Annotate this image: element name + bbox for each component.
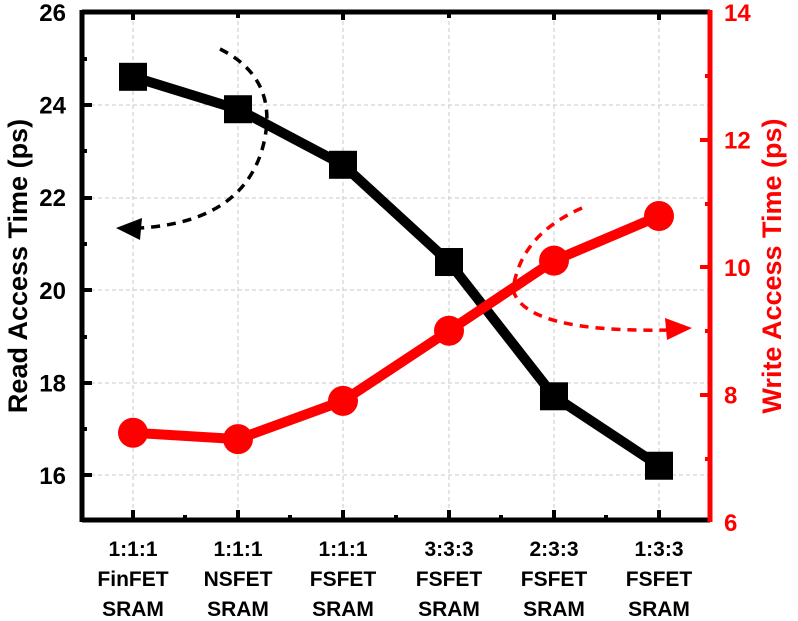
category-label: SRAM — [207, 598, 269, 621]
category-label: 1:1:1 — [318, 538, 367, 561]
write-data-point — [328, 385, 358, 416]
category-label: SRAM — [628, 598, 690, 621]
write-data-point — [118, 417, 148, 448]
left-tick-label: 18 — [39, 370, 66, 397]
right-tick-label: 8 — [724, 383, 737, 410]
write-series — [118, 201, 674, 455]
category-label: FinFET — [97, 568, 168, 591]
bottom-axis-ticks — [131, 12, 661, 520]
category-label: SRAM — [312, 598, 374, 621]
left-tick-label: 20 — [39, 278, 66, 305]
right-axis-ticks — [700, 74, 710, 461]
read-series — [119, 62, 673, 480]
write-data-point — [539, 245, 569, 276]
read-data-point — [540, 382, 568, 411]
right-tick-label: 10 — [724, 255, 751, 282]
read-data-point — [119, 62, 147, 91]
right-tick-label: 12 — [724, 128, 751, 155]
left-tick-label: 24 — [39, 93, 66, 120]
category-label: 1:1:1 — [213, 538, 262, 561]
category-label: NSFET — [204, 568, 273, 591]
left-axis-labels: 16 18 20 22 24 26 — [39, 0, 66, 490]
category-label: FSFET — [416, 568, 483, 591]
arrow-right-icon — [665, 318, 692, 340]
arrow-left-icon — [116, 218, 142, 240]
category-label: FSFET — [310, 568, 377, 591]
left-tick-label: 26 — [39, 0, 66, 27]
read-data-point — [224, 95, 252, 124]
category-label: SRAM — [418, 598, 480, 621]
write-data-point — [434, 315, 464, 346]
series-layer — [118, 62, 674, 480]
category-labels: 1:1:1 FinFET SRAM 1:1:1 NSFET SRAM 1:1:1 FSFET S… — [97, 538, 692, 621]
category-label: 1:1:1 — [108, 538, 157, 561]
right-tick-label: 14 — [724, 0, 751, 27]
read-axis-arrow — [116, 47, 269, 240]
read-data-point — [645, 451, 673, 480]
category-label: 1:3:3 — [634, 538, 683, 561]
read-data-point — [435, 248, 463, 277]
category-label: 2:3:3 — [529, 538, 578, 561]
left-axis-ticks — [82, 10, 92, 477]
write-data-point — [223, 424, 253, 455]
category-label: FSFET — [626, 568, 693, 591]
left-tick-label: 16 — [39, 463, 66, 490]
category-label: 3:3:3 — [424, 538, 473, 561]
category-label: SRAM — [102, 598, 164, 621]
category-label: SRAM — [523, 598, 585, 621]
left-tick-label: 22 — [39, 185, 66, 212]
category-label: FSFET — [521, 568, 588, 591]
right-tick-label: 6 — [724, 510, 737, 537]
read-data-point — [329, 150, 357, 179]
write-data-point — [644, 201, 674, 231]
right-axis-labels: 6 8 10 12 14 — [724, 0, 751, 537]
left-axis-title: Read Access Time (ps) — [3, 119, 33, 413]
right-axis-title: Write Access Time (ps) — [757, 118, 787, 413]
